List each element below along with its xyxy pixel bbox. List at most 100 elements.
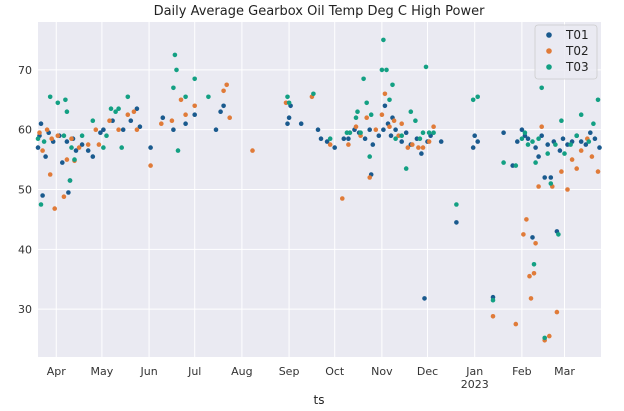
data-point [416,145,421,150]
data-point [286,100,292,106]
data-point [315,127,321,132]
y-tick-label: 50 [18,184,32,197]
data-point [159,121,164,126]
data-point [134,106,140,111]
data-point [501,130,506,135]
x-tick-label: Nov [371,365,393,378]
data-point [361,76,366,82]
data-point [426,130,432,135]
data-point [376,133,382,138]
data-point [101,145,106,150]
x-tick-label: May [91,365,114,378]
legend-marker [546,32,552,38]
data-point [419,151,424,156]
data-point [528,296,534,301]
data-point [521,232,526,237]
data-point [390,82,395,88]
chart-title: Daily Average Gearbox Oil Temp Deg C Hig… [154,4,485,19]
y-tick-label: 40 [18,243,32,256]
data-point [183,121,188,126]
data-point [490,314,496,319]
data-point [327,136,333,141]
data-point [408,109,414,114]
data-point [393,136,398,141]
data-point [578,112,584,117]
data-point [125,94,131,100]
data-point [426,139,432,144]
legend-marker [546,64,552,70]
y-tick-label: 60 [18,124,32,137]
data-point [40,148,45,153]
data-point [586,139,592,144]
data-point [101,127,106,132]
x-tick-sublabel: 2023 [461,378,489,391]
data-point [410,142,415,147]
data-point [531,271,537,276]
data-point [470,145,476,150]
data-point [403,130,409,135]
data-point [90,154,96,159]
data-point [399,133,405,138]
data-point [413,118,418,123]
data-point [98,130,103,135]
data-point [382,103,388,109]
data-point [367,175,373,180]
x-tick-label: Apr [47,365,67,378]
data-point [539,85,544,91]
data-point [38,121,44,126]
data-point [565,187,570,192]
data-point [454,220,459,225]
data-point [285,94,290,100]
data-point [559,169,564,174]
data-point [38,202,44,207]
data-point [568,142,573,147]
data-point [536,184,541,189]
x-tick-label: Oct [325,365,345,378]
data-point [332,145,338,150]
data-point [119,145,124,150]
data-point [171,127,176,132]
data-point [431,124,436,129]
data-point [525,142,531,147]
data-point [422,296,427,301]
data-point [578,139,584,144]
data-point [79,142,85,147]
data-point [327,142,333,147]
data-point [595,97,601,103]
series-t02 [37,82,601,343]
data-point [367,127,373,132]
data-point [61,194,67,199]
data-point [525,136,531,141]
data-point [353,124,359,129]
data-point [116,127,121,132]
data-point [399,121,405,126]
data-point [364,115,370,120]
data-point [559,118,564,123]
data-point [286,115,292,120]
data-point [61,133,67,138]
data-point [384,67,389,73]
data-point [64,109,70,114]
data-point [227,115,232,120]
data-point [324,139,330,144]
data-point [393,127,398,132]
data-point [169,118,175,123]
data-point [381,127,386,132]
data-point [387,124,392,129]
x-tick-label: Aug [231,365,252,378]
data-point [47,94,53,100]
data-point [574,133,579,138]
data-point [556,232,561,237]
data-point [183,112,188,117]
data-point [583,142,589,147]
data-point [224,82,229,88]
data-point [206,94,211,100]
data-point [539,124,544,129]
data-point [69,145,74,150]
data-point [547,333,552,339]
data-point [589,154,595,159]
data-point [192,112,197,117]
x-tick-label: Feb [512,365,531,378]
data-point [530,139,535,144]
